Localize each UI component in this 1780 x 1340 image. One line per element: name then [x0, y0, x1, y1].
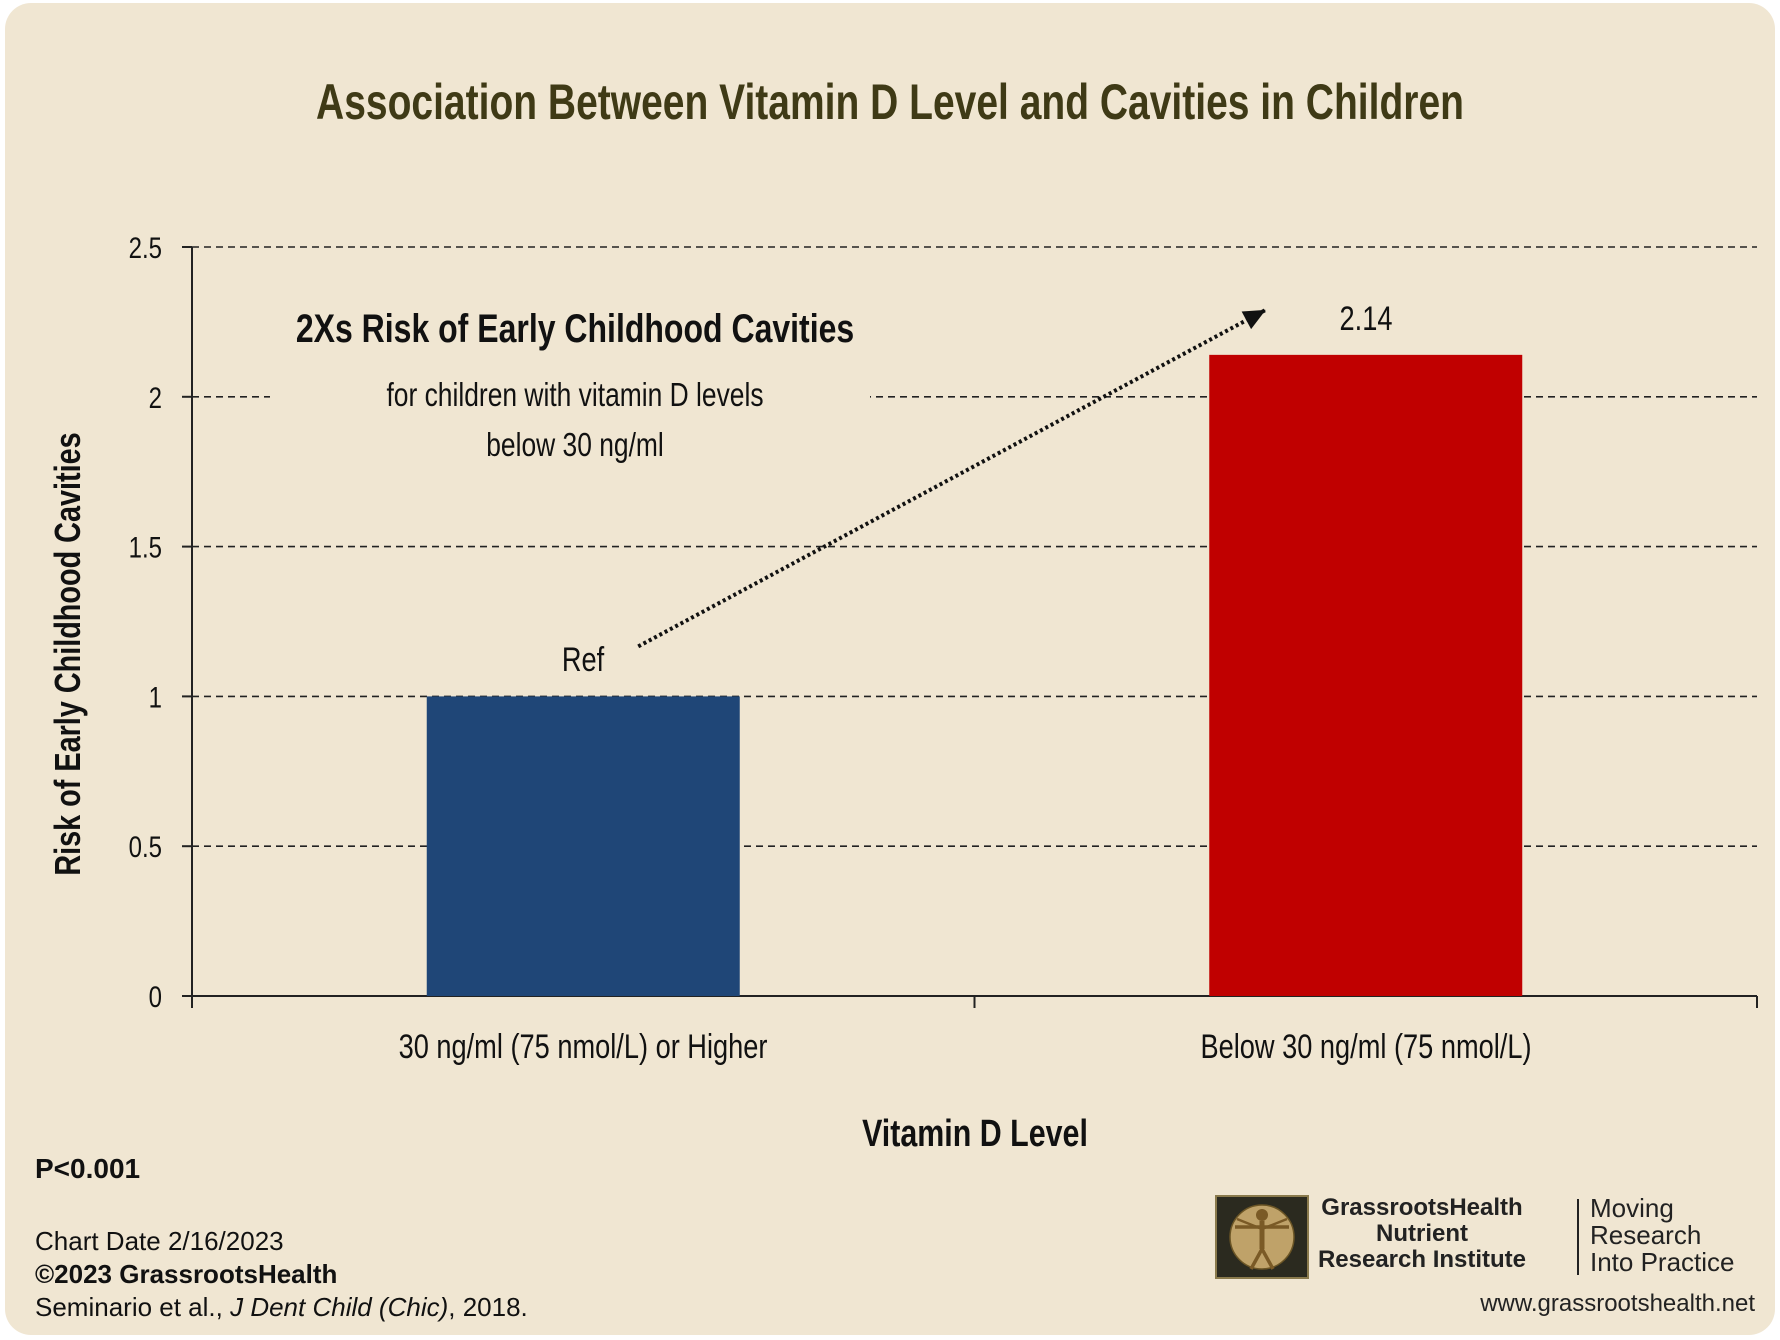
- annotation-subtext-line2: below 30 ng/ml: [486, 426, 664, 463]
- annotation-headline: 2Xs Risk of Early Childhood Cavities: [295, 307, 855, 351]
- x-category-label-low: Below 30 ng/ml (75 nmol/L): [1200, 1028, 1532, 1066]
- brand-logo: GrassrootsHealth Nutrient Research Insti…: [1215, 1195, 1755, 1325]
- y-axis-label: Risk of Early Childhood Cavities: [47, 432, 88, 876]
- brand-tagline-line1: Moving: [1590, 1193, 1674, 1223]
- citation-journal: J Dent Child (Chic): [230, 1292, 449, 1322]
- bar: [426, 696, 740, 996]
- y-tick-label: 2: [149, 380, 162, 414]
- brand-tagline: Moving Research Into Practice: [1590, 1195, 1735, 1276]
- vitruvian-man-icon: [1215, 1195, 1309, 1279]
- x-category-label-high: 30 ng/ml (75 nmol/L) or Higher: [398, 1028, 768, 1066]
- bar: [1209, 354, 1523, 997]
- copyright: ©2023 GrassrootsHealth: [35, 1259, 338, 1289]
- brand-name-line3: Research Institute: [1317, 1246, 1527, 1273]
- bar-data-label-value: 2.14: [1339, 299, 1393, 338]
- citation-year: , 2018.: [448, 1292, 528, 1322]
- y-tick-label: 0: [149, 979, 162, 1013]
- annotation-backdrop: [270, 383, 870, 413]
- bar-data-label-ref: Ref: [562, 641, 605, 680]
- annotation-subtext-line1: for children with vitamin D levels: [386, 376, 764, 413]
- chart-title: Association Between Vitamin D Level and …: [316, 74, 1464, 130]
- brand-tagline-line3: Into Practice: [1590, 1247, 1735, 1277]
- y-tick-label: 0.5: [129, 830, 162, 864]
- brand-name: GrassrootsHealth Nutrient Research Insti…: [1317, 1195, 1527, 1273]
- chart-footer: Chart Date 2/16/2023 ©2023 GrassrootsHea…: [35, 1225, 528, 1324]
- trend-arrow-line: [637, 308, 1267, 649]
- citation-authors: Seminario et al.,: [35, 1292, 231, 1322]
- y-tick-label: 1: [149, 680, 162, 714]
- logo-divider: [1577, 1199, 1579, 1275]
- x-axis-label: Vitamin D Level: [862, 1113, 1088, 1155]
- brand-website-link[interactable]: www.grassrootshealth.net: [1480, 1290, 1755, 1317]
- brand-tagline-line2: Research: [1590, 1220, 1702, 1250]
- y-tick-label: 1.5: [129, 530, 162, 564]
- p-value: P<0.001: [35, 1153, 141, 1184]
- brand-name-line2: Nutrient: [1376, 1220, 1468, 1247]
- citation: Seminario et al., J Dent Child (Chic), 2…: [35, 1291, 528, 1324]
- y-tick-label: 2.5: [129, 230, 162, 264]
- chart-date: Chart Date 2/16/2023: [35, 1226, 284, 1256]
- chart-card: 0 0.5 1 1.5 2 2.5 Association Between Vitamin…: [5, 3, 1775, 1335]
- brand-name-line1: GrassrootsHealth: [1321, 1194, 1523, 1221]
- trend-arrow-head: [1241, 309, 1266, 330]
- chart-plot: 0 0.5 1 1.5 2 2.5: [129, 230, 1758, 1014]
